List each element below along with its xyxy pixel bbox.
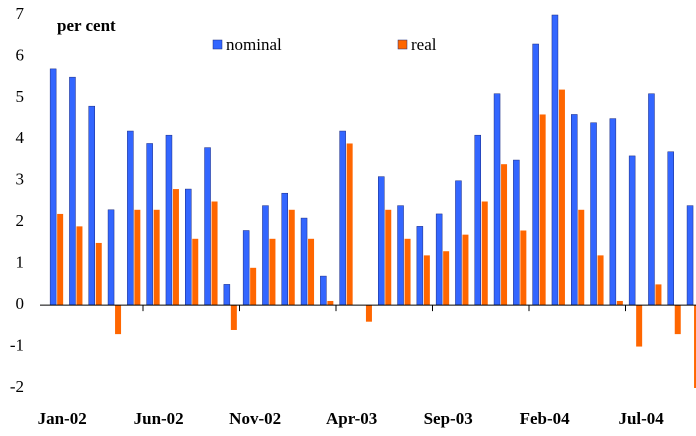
legend-label: nominal (226, 35, 282, 54)
bar (578, 209, 585, 306)
bar (597, 255, 604, 306)
x-tick-label: Apr-03 (326, 409, 377, 428)
bar (76, 226, 83, 306)
x-tick-label: Jun-02 (134, 409, 184, 428)
bar (262, 205, 269, 306)
bar (455, 180, 462, 306)
bar (443, 251, 450, 306)
y-tick-label: 0 (16, 294, 25, 313)
bar (513, 159, 520, 306)
bar (327, 300, 334, 306)
y-tick-label: 1 (16, 253, 25, 272)
y-axis-label: per cent (57, 16, 116, 35)
bar (385, 209, 392, 306)
bar (242, 230, 250, 306)
bar (230, 305, 237, 330)
bar (95, 242, 102, 306)
bar (69, 76, 76, 306)
y-tick-label: -2 (10, 377, 24, 396)
bar (520, 230, 527, 306)
bar (590, 122, 597, 306)
bar (49, 68, 57, 306)
bar (655, 284, 662, 306)
bar (223, 284, 231, 306)
bar (346, 143, 353, 306)
x-tick-label: Nov-02 (229, 409, 281, 428)
bar (648, 93, 655, 306)
bar (404, 238, 411, 306)
bar (551, 14, 559, 306)
bar (269, 238, 276, 306)
bar (636, 305, 643, 347)
y-tick-label: 5 (16, 87, 25, 106)
bar (185, 188, 192, 306)
bar (609, 118, 617, 306)
bar (308, 238, 315, 306)
bar (107, 209, 115, 306)
legend-label: real (411, 35, 437, 54)
bar (674, 305, 681, 335)
bar (694, 305, 696, 388)
legend-swatch (397, 39, 408, 50)
bar (88, 105, 95, 306)
bar (397, 205, 404, 306)
bar (57, 213, 64, 306)
bar (416, 226, 424, 306)
bar (474, 134, 481, 306)
bar (300, 217, 308, 306)
bar (462, 234, 469, 306)
bar (365, 305, 372, 322)
bar (378, 176, 385, 306)
bar (250, 267, 257, 306)
bar (204, 147, 211, 306)
bar (146, 143, 153, 306)
bar (115, 305, 122, 335)
y-tick-label: -1 (10, 335, 24, 354)
bar (165, 134, 173, 306)
bar (558, 89, 565, 306)
bar (288, 209, 295, 306)
legend-swatch (212, 39, 223, 50)
bar (320, 275, 327, 306)
bar (281, 192, 288, 306)
y-tick-label: 3 (16, 170, 25, 189)
x-tick-label: Jan-02 (38, 409, 87, 428)
y-tick-label: 2 (16, 211, 25, 230)
bar (127, 130, 134, 306)
bar (339, 130, 346, 306)
bar (667, 151, 674, 306)
bar (493, 93, 501, 306)
bar (539, 114, 546, 306)
bar (423, 255, 430, 306)
y-tick-label: 4 (16, 128, 25, 147)
y-tick-label: 7 (16, 4, 25, 23)
bar (571, 114, 578, 306)
x-tick-label: Jul-04 (618, 409, 664, 428)
bar (532, 43, 539, 306)
bar (628, 155, 636, 306)
bar (435, 213, 443, 306)
bar (481, 201, 488, 306)
x-tick-label: Feb-04 (520, 409, 571, 428)
bar (192, 238, 199, 306)
bar (686, 205, 694, 306)
bar (501, 164, 508, 306)
bar (211, 201, 218, 306)
y-tick-label: 6 (16, 45, 25, 64)
bar (172, 189, 179, 306)
bar (153, 209, 160, 306)
bar (134, 209, 141, 306)
x-tick-label: Sep-03 (424, 409, 473, 428)
bar (616, 300, 623, 306)
